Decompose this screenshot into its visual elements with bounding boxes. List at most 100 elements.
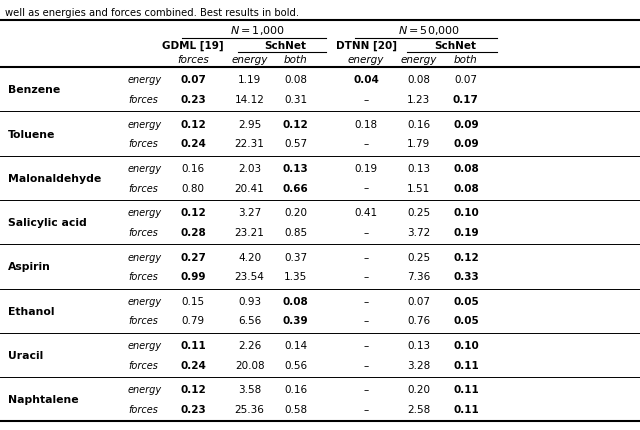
Text: energy: energy: [128, 120, 162, 129]
Text: 0.79: 0.79: [182, 316, 205, 326]
Text: –: –: [364, 360, 369, 370]
Text: 0.17: 0.17: [453, 95, 479, 105]
Text: 0.11: 0.11: [453, 360, 479, 370]
Text: 3.28: 3.28: [407, 360, 430, 370]
Text: 0.08: 0.08: [284, 75, 307, 85]
Text: –: –: [364, 404, 369, 414]
Text: –: –: [364, 296, 369, 306]
Text: 2.58: 2.58: [407, 404, 430, 414]
Text: 0.28: 0.28: [180, 227, 206, 237]
Text: Aspirin: Aspirin: [8, 262, 51, 272]
Text: –: –: [364, 183, 369, 193]
Text: –: –: [364, 316, 369, 326]
Text: 0.25: 0.25: [407, 208, 430, 218]
Text: 0.12: 0.12: [283, 120, 308, 129]
Text: 0.15: 0.15: [182, 296, 205, 306]
Text: 0.07: 0.07: [180, 75, 206, 85]
Text: 0.37: 0.37: [284, 252, 307, 262]
Text: 4.20: 4.20: [238, 252, 261, 262]
Text: 0.23: 0.23: [180, 95, 206, 105]
Text: 0.33: 0.33: [453, 271, 479, 282]
Text: 0.05: 0.05: [453, 296, 479, 306]
Text: energy: energy: [128, 296, 162, 306]
Text: 0.10: 0.10: [453, 208, 479, 218]
Text: 0.19: 0.19: [453, 227, 479, 237]
Text: both: both: [284, 55, 308, 65]
Text: 0.66: 0.66: [283, 183, 308, 193]
Text: 0.13: 0.13: [407, 164, 430, 174]
Text: 0.12: 0.12: [180, 384, 206, 395]
Text: 0.16: 0.16: [284, 384, 307, 395]
Text: DTNN [20]: DTNN [20]: [335, 41, 397, 51]
Text: energy: energy: [128, 341, 162, 350]
Text: 3.58: 3.58: [238, 384, 261, 395]
Text: GDML [19]: GDML [19]: [163, 41, 224, 51]
Text: energy: energy: [128, 208, 162, 218]
Text: energy: energy: [128, 252, 162, 262]
Text: –: –: [364, 139, 369, 149]
Text: forces: forces: [128, 271, 158, 282]
Text: Toluene: Toluene: [8, 129, 55, 139]
Text: 0.99: 0.99: [180, 271, 206, 282]
Text: forces: forces: [128, 227, 158, 237]
Text: Uracil: Uracil: [8, 350, 43, 360]
Text: forces: forces: [128, 360, 158, 370]
Text: 0.08: 0.08: [283, 296, 308, 306]
Text: –: –: [364, 252, 369, 262]
Text: –: –: [364, 95, 369, 105]
Text: 25.36: 25.36: [235, 404, 264, 414]
Text: 20.08: 20.08: [235, 360, 264, 370]
Text: 3.72: 3.72: [407, 227, 430, 237]
Text: 2.26: 2.26: [238, 341, 261, 350]
Text: forces: forces: [128, 139, 158, 149]
Text: Malonaldehyde: Malonaldehyde: [8, 173, 101, 183]
Text: 0.08: 0.08: [453, 183, 479, 193]
Text: 0.58: 0.58: [284, 404, 307, 414]
Text: 1.23: 1.23: [407, 95, 430, 105]
Text: 0.80: 0.80: [182, 183, 205, 193]
Text: 0.14: 0.14: [284, 341, 307, 350]
Text: 20.41: 20.41: [235, 183, 264, 193]
Text: 0.08: 0.08: [453, 164, 479, 174]
Text: 0.20: 0.20: [407, 384, 430, 395]
Text: 0.13: 0.13: [283, 164, 308, 174]
Text: Salicylic acid: Salicylic acid: [8, 218, 86, 227]
Text: 1.51: 1.51: [407, 183, 430, 193]
Text: energy: energy: [348, 55, 384, 65]
Text: forces: forces: [128, 95, 158, 105]
Text: 0.76: 0.76: [407, 316, 430, 326]
Text: 0.93: 0.93: [238, 296, 261, 306]
Text: SchNet: SchNet: [264, 41, 307, 51]
Text: 0.07: 0.07: [454, 75, 477, 85]
Text: Benzene: Benzene: [8, 85, 60, 95]
Text: energy: energy: [232, 55, 268, 65]
Text: 0.57: 0.57: [284, 139, 307, 149]
Text: Ethanol: Ethanol: [8, 306, 54, 316]
Text: 0.24: 0.24: [180, 360, 206, 370]
Text: SchNet: SchNet: [434, 41, 476, 51]
Text: 0.04: 0.04: [353, 75, 379, 85]
Text: 2.95: 2.95: [238, 120, 261, 129]
Text: 0.08: 0.08: [407, 75, 430, 85]
Text: 6.56: 6.56: [238, 316, 261, 326]
Text: 0.09: 0.09: [453, 120, 479, 129]
Text: 0.16: 0.16: [182, 164, 205, 174]
Text: 0.11: 0.11: [453, 384, 479, 395]
Text: –: –: [364, 384, 369, 395]
Text: 1.35: 1.35: [284, 271, 307, 282]
Text: 0.05: 0.05: [453, 316, 479, 326]
Text: 1.19: 1.19: [238, 75, 261, 85]
Text: 0.09: 0.09: [453, 139, 479, 149]
Text: energy: energy: [128, 75, 162, 85]
Text: $N = 50{,}000$: $N = 50{,}000$: [397, 24, 460, 37]
Text: 14.12: 14.12: [235, 95, 264, 105]
Text: 0.12: 0.12: [180, 120, 206, 129]
Text: forces: forces: [128, 316, 158, 326]
Text: 0.23: 0.23: [180, 404, 206, 414]
Text: 0.41: 0.41: [355, 208, 378, 218]
Text: 0.24: 0.24: [180, 139, 206, 149]
Text: 7.36: 7.36: [407, 271, 430, 282]
Text: 0.18: 0.18: [355, 120, 378, 129]
Text: 23.21: 23.21: [235, 227, 264, 237]
Text: energy: energy: [401, 55, 436, 65]
